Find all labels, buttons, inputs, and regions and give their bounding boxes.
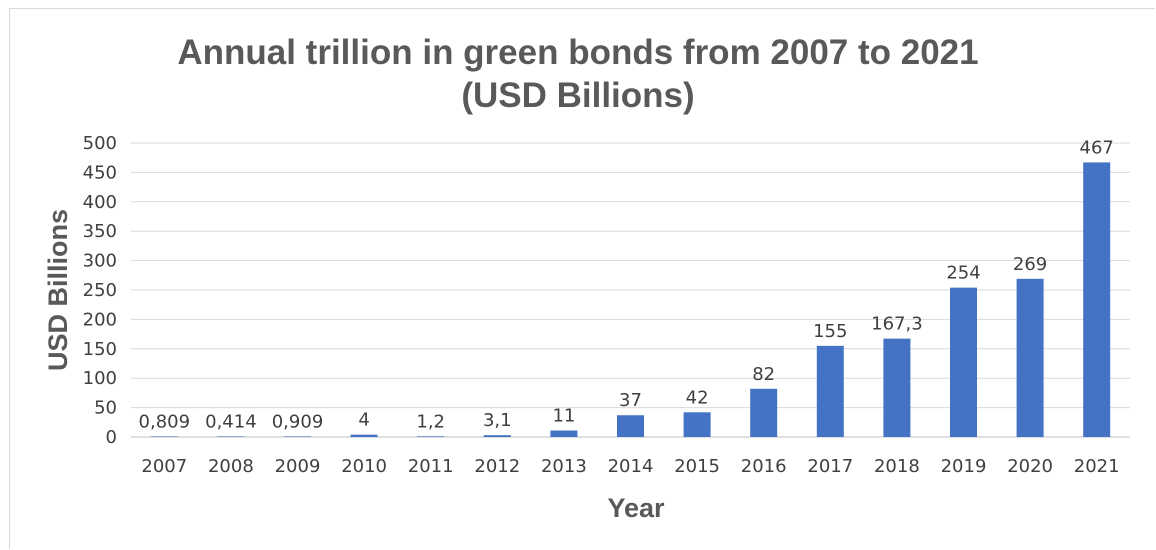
bar-2021 [1083,162,1111,438]
data-label-2011: 1,2 [416,411,445,432]
bars [150,162,1111,438]
y-tick-label: 150 [83,339,117,360]
y-tick-label: 250 [83,280,117,301]
bar-2014 [617,415,644,437]
x-tick-label: 2018 [874,456,920,477]
x-tick-label: 2015 [674,456,720,477]
bar-2013 [550,430,578,437]
x-tick-label: 2014 [608,456,654,477]
x-tick-label: 2016 [741,456,787,477]
x-tick-label: 2013 [541,456,587,477]
y-tick-label: 400 [83,192,117,213]
bar-2009 [284,436,311,437]
bar-2010 [350,434,378,437]
bar-2018 [883,338,911,437]
data-label-2008: 0,414 [205,411,257,432]
y-axis-title: USD Billions [43,209,73,371]
x-axis-title: Year [607,493,665,523]
y-tick-label: 350 [83,221,117,242]
x-tick-label: 2019 [941,456,987,477]
data-label-2009: 0,909 [272,411,324,432]
y-tick-label: 300 [83,251,117,272]
data-label-2015: 42 [686,387,709,408]
x-tick-label: 2021 [1074,456,1120,477]
bar-2016 [750,388,778,437]
chart-frame [9,8,1155,549]
bar-2012 [483,435,511,437]
x-tick-label: 2017 [807,456,853,477]
bar-2007 [150,436,178,437]
chart-subtitle: (USD Billions) [461,76,695,115]
x-tick-label: 2010 [341,456,387,477]
bar-2008 [217,436,245,437]
data-label-2021: 467 [1080,137,1114,158]
data-label-2020: 269 [1013,254,1047,275]
y-tick-label: 0 [106,427,117,448]
x-tick-label: 2009 [275,456,321,477]
data-label-2017: 155 [813,321,847,342]
x-tick-label: 2008 [208,456,254,477]
data-label-2014: 37 [619,390,642,411]
data-labels: 0,809 0,414 0,909 4 1,2 3,1 11 37 42 82 155 167,3 25… [139,137,1114,432]
x-tick-label: 2020 [1007,456,1053,477]
y-tick-label: 500 [83,133,117,154]
data-label-2010: 4 [358,410,369,431]
bar-2017 [816,345,844,437]
bar-2011 [417,436,445,437]
x-tick-label: 2007 [141,456,187,477]
bar-2020 [1016,278,1044,437]
bar-2015 [683,412,711,437]
data-label-2016: 82 [752,364,775,385]
x-tick-labels: 2007 2008 2009 2010 2011 2012 2013 2014 2015 2016… [141,456,1119,477]
y-tick-label: 200 [83,309,117,330]
y-tick-label: 50 [94,398,117,419]
data-label-2013: 11 [552,406,575,427]
chart-title: Annual trillion in green bonds from 2007… [177,33,979,72]
y-tick-label: 100 [83,368,117,389]
x-tick-label: 2011 [408,456,454,477]
data-label-2007: 0,809 [139,411,191,432]
data-label-2012: 3,1 [483,410,512,431]
data-label-2019: 254 [946,263,980,284]
bar-2019 [950,287,977,437]
x-tick-label: 2012 [474,456,520,477]
y-tick-label: 450 [83,162,117,183]
data-label-2018: 167,3 [871,314,923,335]
y-tick-labels: 0 50 100 150 200 250 300 350 400 450 500 [83,133,117,448]
